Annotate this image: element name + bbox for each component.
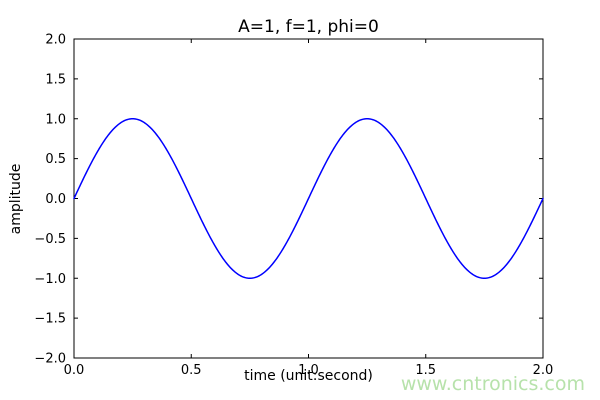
y-tick-label: 0.5	[45, 152, 66, 167]
chart-title: A=1, f=1, phi=0	[238, 17, 379, 37]
y-tick-label: 0.0	[45, 192, 66, 207]
watermark: www.cntronics.com	[400, 373, 585, 395]
y-tick-label: −0.5	[34, 232, 66, 247]
x-tick-label: 0.5	[181, 363, 202, 378]
x-tick-label: 2.0	[533, 363, 554, 378]
x-tick-label: 1.0	[298, 363, 319, 378]
x-tick-label: 0.0	[64, 363, 85, 378]
y-tick-label: −2.0	[34, 352, 66, 367]
y-tick-label: −1.5	[34, 312, 66, 327]
y-tick-label: 1.5	[45, 72, 66, 87]
sine-wave	[73, 118, 544, 279]
y-tick-label: −1.0	[34, 272, 66, 287]
x-tick-label: 1.5	[415, 363, 436, 378]
x-axis-label: time (unit:second)	[244, 368, 373, 384]
y-axis-label: amplitude	[8, 163, 24, 235]
y-tick-label: 1.0	[45, 112, 66, 127]
y-tick-label: 2.0	[45, 33, 66, 48]
